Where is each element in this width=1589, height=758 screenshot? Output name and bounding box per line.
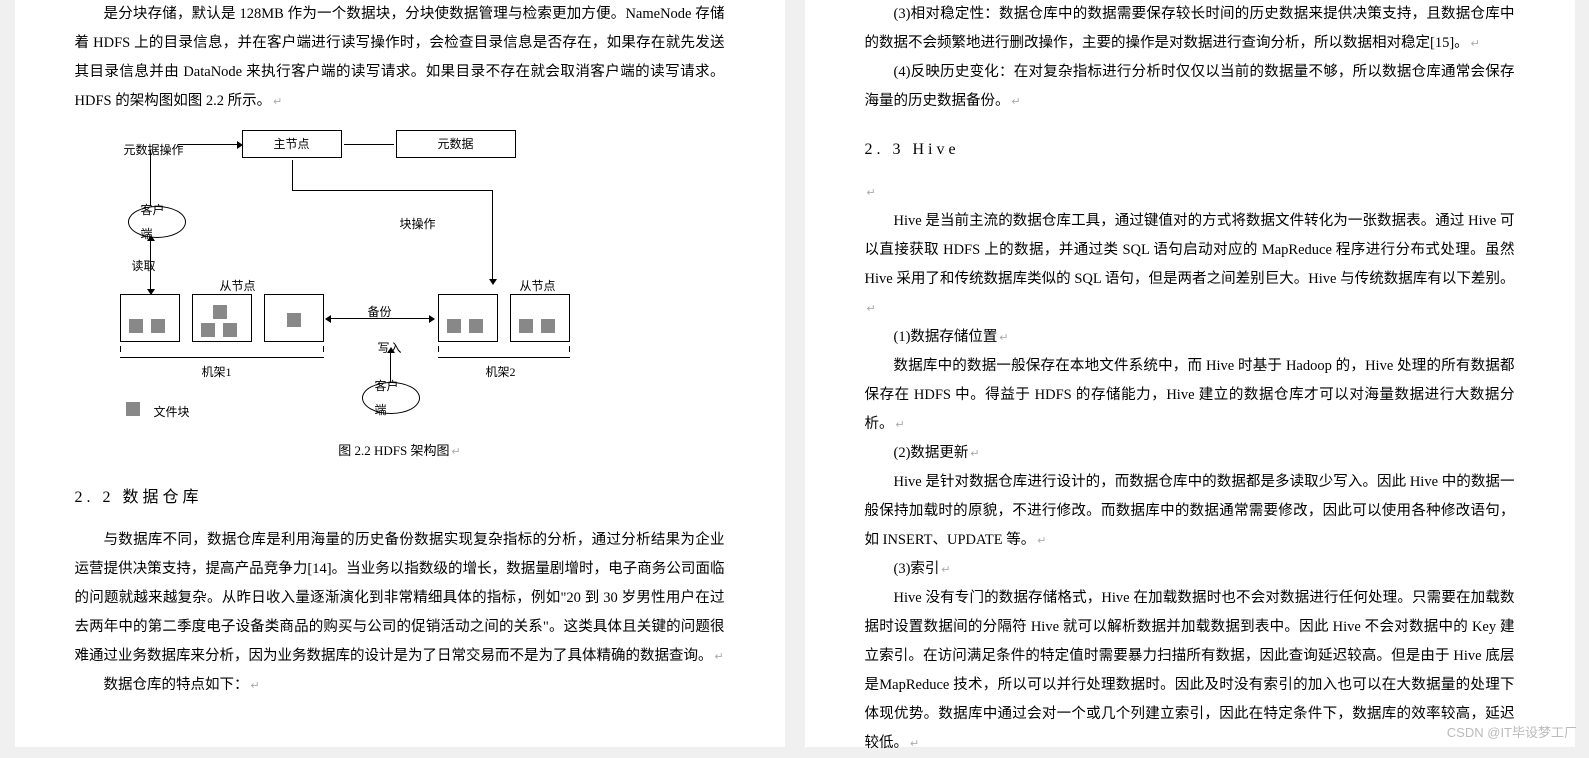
rack1-box-3	[264, 294, 324, 342]
watermark: CSDN @IT毕设梦工厂	[1447, 722, 1577, 741]
blank-line: ↵	[865, 178, 1515, 207]
legend-block-icon	[126, 402, 140, 416]
left-para-3: 数据仓库的特点如下：↵	[75, 671, 725, 700]
rack2-box-2	[510, 294, 570, 342]
label-backup: 备份	[368, 300, 392, 324]
right-para-1: (3)相对稳定性：数据仓库中的数据需要保存较长时间的历史数据来提供决策支持，且数…	[865, 0, 1515, 58]
line-master-down	[292, 160, 293, 190]
right-page: (3)相对稳定性：数据仓库中的数据需要保存较长时间的历史数据来提供决策支持，且数…	[805, 0, 1575, 747]
line-blockop-h	[292, 190, 492, 191]
hdfs-diagram: 元数据操作 主节点 元数据 客户端 读取 块操作 从节点 从节点	[120, 124, 680, 434]
oval-client-bottom: 客户端	[362, 382, 420, 414]
right-para-6: (2)数据更新↵	[865, 439, 1515, 468]
line-master-meta	[344, 144, 394, 145]
right-para-2: (4)反映历史变化：在对复杂指标进行分析时仅仅以当前的数据量不够，所以数据仓库通…	[865, 58, 1515, 116]
right-para-7: Hive 是针对数据仓库进行设计的，而数据仓库中的数据都是多读取少写入。因此 H…	[865, 468, 1515, 555]
arrow-meta-op	[178, 144, 238, 145]
right-para-5: 数据库中的数据一般保存在本地文件系统中，而 Hive 时基于 Hadoop 的，…	[865, 352, 1515, 439]
section-2-3-title: 2. 3 Hive	[865, 134, 1515, 166]
rack1-box-1	[120, 294, 180, 342]
label-read: 读取	[132, 254, 156, 278]
right-para-3: Hive 是当前主流的数据仓库工具，通过键值对的方式将数据文件转化为一张数据表。…	[865, 207, 1515, 323]
label-block-op: 块操作	[400, 212, 436, 236]
left-para-1: 是分块存储，默认是 128MB 作为一个数据块，分块使数据管理与检索更加方便。N…	[75, 0, 725, 116]
line-blockop-v	[492, 190, 493, 280]
right-para-4: (1)数据存储位置↵	[865, 323, 1515, 352]
rack1-box-2	[192, 294, 252, 342]
line-read	[150, 240, 151, 290]
left-para-2: 与数据库不同，数据仓库是利用海量的历史备份数据实现复杂指标的分析，通过分析结果为…	[75, 526, 725, 671]
figure-caption: 图 2.2 HDFS 架构图↵	[75, 438, 725, 464]
label-rack1: 机架1	[202, 360, 232, 384]
label-rack2: 机架2	[486, 360, 516, 384]
section-2-2-title: 2. 2 数据仓库	[75, 482, 725, 514]
right-para-8: (3)索引↵	[865, 555, 1515, 584]
box-master: 主节点	[242, 130, 342, 158]
right-para-9: Hive 没有专门的数据存储格式，Hive 在加载数据时也不会对数据进行任何处理…	[865, 584, 1515, 758]
legend-block-label: 文件块	[154, 400, 190, 424]
oval-client-left: 客户端	[128, 206, 186, 238]
rack2-box-1	[438, 294, 498, 342]
left-page: 是分块存储，默认是 128MB 作为一个数据块，分块使数据管理与检索更加方便。N…	[15, 0, 785, 747]
box-metadata: 元数据	[396, 130, 516, 158]
label-meta-op: 元数据操作	[124, 138, 184, 162]
bracket-rack1	[120, 352, 324, 358]
bracket-rack2	[438, 352, 570, 358]
